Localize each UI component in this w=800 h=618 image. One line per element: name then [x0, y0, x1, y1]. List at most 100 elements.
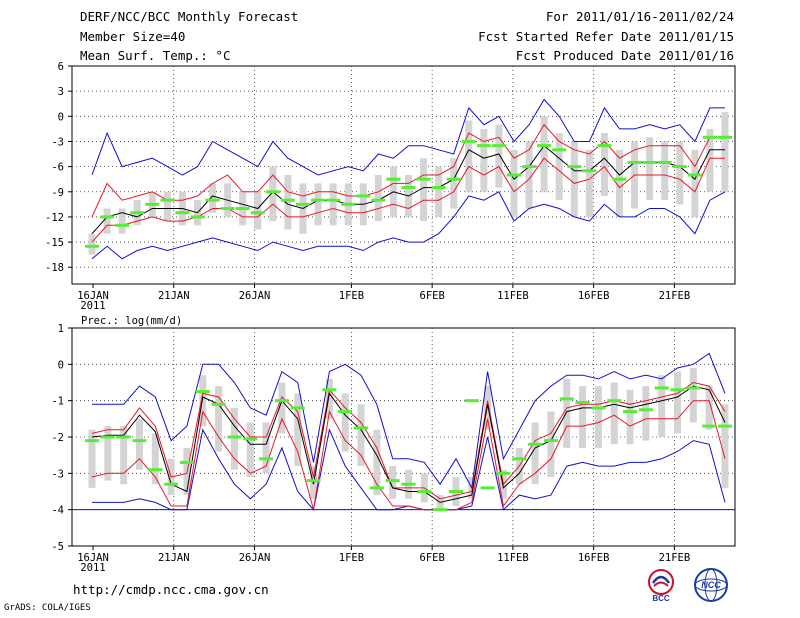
prec-line-ensemble-max: [92, 352, 726, 490]
temp-box-22: [420, 158, 428, 222]
variable-label: Mean Surf. Temp.: °C: [80, 48, 231, 63]
prec-xtick-label: 16FEB: [578, 552, 610, 564]
prec-box-10: [246, 422, 254, 477]
prec-box-3: [135, 418, 143, 470]
temp-box-42: [721, 112, 729, 192]
prec-ytick-label: -4: [51, 505, 64, 517]
source-url[interactable]: http://cmdp.ncc.cma.gov.cn: [73, 582, 269, 597]
prec-xtick-label: 16JAN: [77, 552, 109, 564]
prec-box-29: [547, 411, 555, 477]
temp-box-35: [616, 149, 623, 217]
temp-box-40: [691, 149, 699, 217]
temp-box-25: [465, 120, 473, 192]
temp-ytick-label: 0: [58, 111, 64, 123]
prec-box-19: [389, 466, 397, 499]
temp-box-0: [88, 233, 96, 255]
ncc-logo-text: NCC: [701, 580, 721, 590]
temp-box-24: [450, 158, 458, 209]
temp-xtick-label: 21FEB: [659, 290, 691, 302]
temp-box-29: [525, 141, 533, 209]
temp-line-ensemble-min: [91, 191, 726, 260]
grads-credit: GrADS: COLA/IGES: [4, 603, 91, 613]
temp-box-12: [269, 166, 277, 222]
prec-box-16: [341, 393, 349, 452]
temp-box-5: [163, 191, 171, 222]
temp-ytick-label: -3: [51, 136, 64, 148]
prec-box-31: [579, 386, 587, 448]
temp-box-39: [676, 141, 684, 205]
prec-ytick-label: -2: [51, 432, 64, 444]
prec-ytick-label: 0: [58, 359, 64, 371]
temp-ytick-label: 3: [58, 86, 64, 98]
ncc-logo: NCC: [694, 568, 728, 602]
temp-line-ensemble-max: [91, 98, 725, 176]
temp-line-upper-member: [91, 123, 725, 218]
prec-title: Prec.: log(mm/d): [81, 315, 182, 327]
prec-box-4: [151, 433, 159, 485]
prec-box-39: [705, 386, 713, 430]
prec-xtick-label: 6FEB: [420, 552, 445, 564]
temp-box-28: [510, 149, 518, 217]
prec-box-35: [642, 386, 650, 441]
temp-box-34: [600, 133, 608, 196]
prec-ytick-label: -5: [51, 541, 64, 553]
temp-ytick-label: -6: [51, 162, 64, 174]
temp-xtick-label: 26JAN: [239, 290, 271, 302]
temp-box-15: [314, 183, 322, 226]
prec-box-11: [262, 422, 270, 474]
prec-xtick-label: 21JAN: [158, 552, 190, 564]
temp-line-ensemble-mean: [91, 144, 725, 235]
temp-box-38: [661, 141, 669, 201]
prec-line-ensemble-mean: [91, 385, 726, 503]
prec-ytick-label: -3: [51, 468, 64, 480]
prec-box-28: [531, 422, 539, 485]
member-size: Member Size=40: [80, 29, 186, 44]
prec-box-18: [373, 429, 381, 496]
prec-box-2: [120, 426, 128, 485]
temp-ytick-label: 6: [58, 61, 64, 73]
chart-title: DERF/NCC/BCC Monthly Forecast: [80, 9, 299, 24]
temp-ytick-label: -15: [45, 237, 64, 249]
temp-box-19: [374, 175, 382, 222]
prec-box-9: [230, 407, 238, 470]
prec-box-33: [610, 382, 618, 445]
prec-xtick-label: 1FEB: [339, 552, 364, 564]
prec-box-36: [658, 375, 666, 437]
prec-box-40: [721, 404, 729, 488]
temp-xtick-label: 16JAN: [77, 290, 109, 302]
prec-xtick-label: 26JAN: [239, 552, 271, 564]
prec-box-30: [563, 378, 571, 448]
prec-line-lower-member: [91, 400, 726, 511]
bcc-logo-text: BCC: [652, 594, 670, 603]
temp-xtick-label: 21JAN: [158, 290, 190, 302]
prec-box-37: [674, 371, 682, 434]
prec-box-17: [357, 404, 365, 467]
produced-date: Fcst Produced Date 2011/01/16: [515, 48, 734, 63]
temp-box-1: [103, 208, 111, 234]
temp-box-2: [118, 208, 126, 234]
temp-box-23: [435, 166, 443, 217]
temp-xtick-year: 2011: [80, 300, 105, 312]
prec-box-15: [325, 378, 333, 419]
temp-xtick-label: 6FEB: [420, 290, 445, 302]
temp-box-26: [480, 128, 488, 192]
prec-box-38: [689, 367, 697, 423]
temp-box-41: [706, 128, 714, 192]
prec-xtick-year: 2011: [80, 562, 105, 574]
prec-box-25: [484, 386, 492, 430]
temp-box-16: [329, 183, 337, 226]
started-refer-date: Fcst Started Refer Date 2011/01/15: [478, 29, 734, 44]
prec-box-12: [278, 382, 286, 434]
temp-ytick-label: -9: [51, 187, 64, 199]
prec-box-0: [88, 429, 96, 488]
temp-box-30: [540, 116, 548, 192]
temp-box-13: [284, 175, 292, 230]
temp-frame: [71, 65, 736, 285]
temp-box-33: [585, 149, 593, 217]
temp-xtick-label: 1FEB: [339, 290, 364, 302]
temp-box-37: [646, 137, 654, 201]
temp-box-32: [570, 141, 578, 217]
temp-ytick-label: -18: [45, 262, 64, 274]
